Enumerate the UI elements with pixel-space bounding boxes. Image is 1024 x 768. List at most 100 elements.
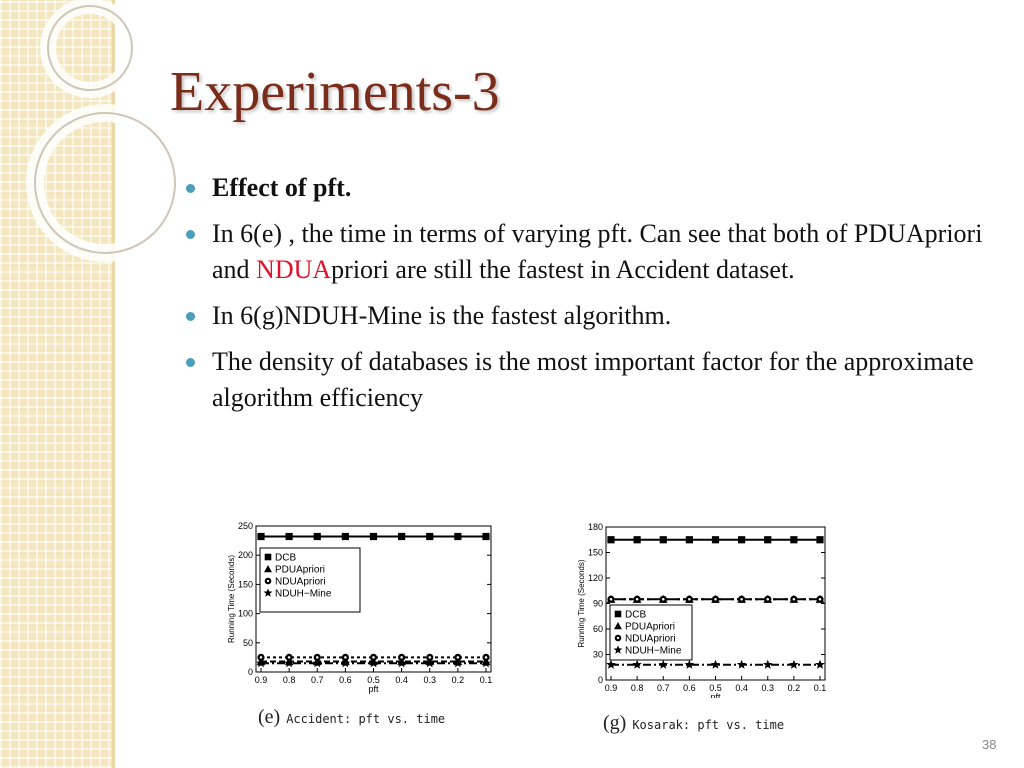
x-tick-label: 0.1 <box>814 683 827 693</box>
y-tick-label: 100 <box>238 609 253 619</box>
bullet-highlight-text: NDUA <box>256 255 332 284</box>
data-point <box>685 536 693 544</box>
data-point-center <box>315 656 319 659</box>
y-tick-label: 120 <box>588 573 603 583</box>
bullet-text-part: In 6(e) , the time in terms of varying p… <box>212 219 983 284</box>
y-tick-label: 180 <box>588 522 603 532</box>
data-point <box>736 659 747 669</box>
data-point <box>606 659 616 669</box>
bullet-text: In 6(g)NDUH-Mine is the fastest algorith… <box>212 301 672 330</box>
legend-marker-center <box>266 579 270 583</box>
bullet-item: Effect of pft. <box>186 170 986 206</box>
data-point <box>454 532 462 541</box>
x-tick-label: 0.6 <box>683 683 696 693</box>
data-point <box>312 658 322 668</box>
data-point <box>789 659 799 669</box>
data-point <box>313 532 321 541</box>
legend-label: NDUApriori <box>625 634 676 645</box>
data-point <box>763 659 773 669</box>
x-tick-label: 0.9 <box>605 683 618 693</box>
bullet-text: Effect of pft. <box>212 173 352 202</box>
data-point-center <box>635 597 639 601</box>
data-point <box>341 532 349 541</box>
bullet-text: The density of databases is the most imp… <box>212 347 974 412</box>
series-square <box>607 536 824 544</box>
bullet-item: In 6(e) , the time in terms of varying p… <box>186 216 986 288</box>
chart-caption-accident: (e) Accident: pft vs. time <box>258 706 445 729</box>
x-tick-label: 0.8 <box>631 683 644 693</box>
data-point <box>711 536 720 544</box>
data-point <box>340 658 351 668</box>
data-point <box>632 659 642 669</box>
data-point <box>815 659 825 669</box>
data-point <box>764 536 772 544</box>
legend-marker <box>263 588 273 597</box>
x-tick-label: 0.5 <box>367 675 380 685</box>
x-tick-label: 0.5 <box>709 683 722 693</box>
legend-label: NDUH−Mine <box>625 646 682 657</box>
data-point <box>368 658 379 668</box>
legend-marker-center <box>616 636 620 640</box>
x-axis-label: pft <box>710 692 721 698</box>
data-point <box>738 536 746 544</box>
data-point <box>607 536 615 544</box>
y-tick-label: 50 <box>243 638 253 648</box>
y-tick-label: 60 <box>593 624 603 634</box>
data-point-center <box>484 656 488 659</box>
x-tick-label: 0.6 <box>339 675 352 685</box>
chart-caption-kosarak: (g) Kosarak: pft vs. time <box>603 712 784 735</box>
x-tick-label: 0.9 <box>255 675 268 685</box>
bullet-dot-icon <box>186 358 195 367</box>
data-point <box>257 532 265 541</box>
data-point <box>633 536 641 544</box>
x-tick-label: 0.7 <box>657 683 670 693</box>
legend-label: NDUApriori <box>275 577 326 588</box>
data-point <box>482 532 490 541</box>
y-tick-label: 150 <box>588 548 603 558</box>
data-point-center <box>818 597 822 601</box>
x-tick-label: 0.3 <box>761 683 774 693</box>
data-point <box>256 658 266 668</box>
legend-label: NDUH−Mine <box>275 589 332 600</box>
y-axis-label: Running Time (Seconds) <box>227 555 236 643</box>
data-point <box>284 658 294 668</box>
data-point <box>658 659 668 669</box>
legend-frame <box>259 547 361 613</box>
data-point <box>369 532 378 541</box>
y-tick-label: 0 <box>598 675 603 685</box>
bullet-dot-icon <box>186 230 195 239</box>
chart-accident: 0 50 100 150 200 250 0.9 0.8 0.7 0.6 0.5 0.4 0.3 0.2 0… <box>227 521 492 694</box>
x-axis-label: pft <box>368 684 379 694</box>
data-point-center <box>428 656 432 659</box>
bullet-list: Effect of pft. In 6(e) , the time in ter… <box>186 170 986 426</box>
y-axis-label: Running Time (Seconds) <box>577 559 586 647</box>
bullet-text-part: priori are still the fastest in Accident… <box>331 255 795 284</box>
data-point <box>398 532 406 541</box>
y-tick-label: 250 <box>238 521 253 531</box>
bullet-item: The density of databases is the most imp… <box>186 344 986 416</box>
y-tick-label: 30 <box>593 650 603 660</box>
data-point-center <box>714 597 717 601</box>
chart-kosarak: 0 30 60 90 120 150 180 0.9 0.8 0.7 0.6 0.5 0.4 0.3 0.2… <box>577 522 827 698</box>
x-tick-label: 0.3 <box>423 675 436 685</box>
data-point-center <box>259 656 263 659</box>
y-tick-label: 150 <box>238 579 253 589</box>
data-point <box>710 659 721 669</box>
data-point-center <box>456 656 460 659</box>
legend-label: DCB <box>275 553 296 564</box>
series-star <box>256 658 491 668</box>
data-point <box>790 536 798 544</box>
data-point-center <box>372 656 375 659</box>
x-tick-label: 0.2 <box>452 675 465 685</box>
decorative-circles <box>26 0 184 262</box>
legend-marker <box>264 553 272 561</box>
data-point-center <box>344 656 347 659</box>
legend-label: DCB <box>625 610 646 621</box>
series-circle <box>607 595 824 603</box>
data-point <box>425 658 435 668</box>
x-tick-label: 0.7 <box>311 675 324 685</box>
legend-marker <box>613 645 623 654</box>
legend-marker <box>614 610 622 618</box>
